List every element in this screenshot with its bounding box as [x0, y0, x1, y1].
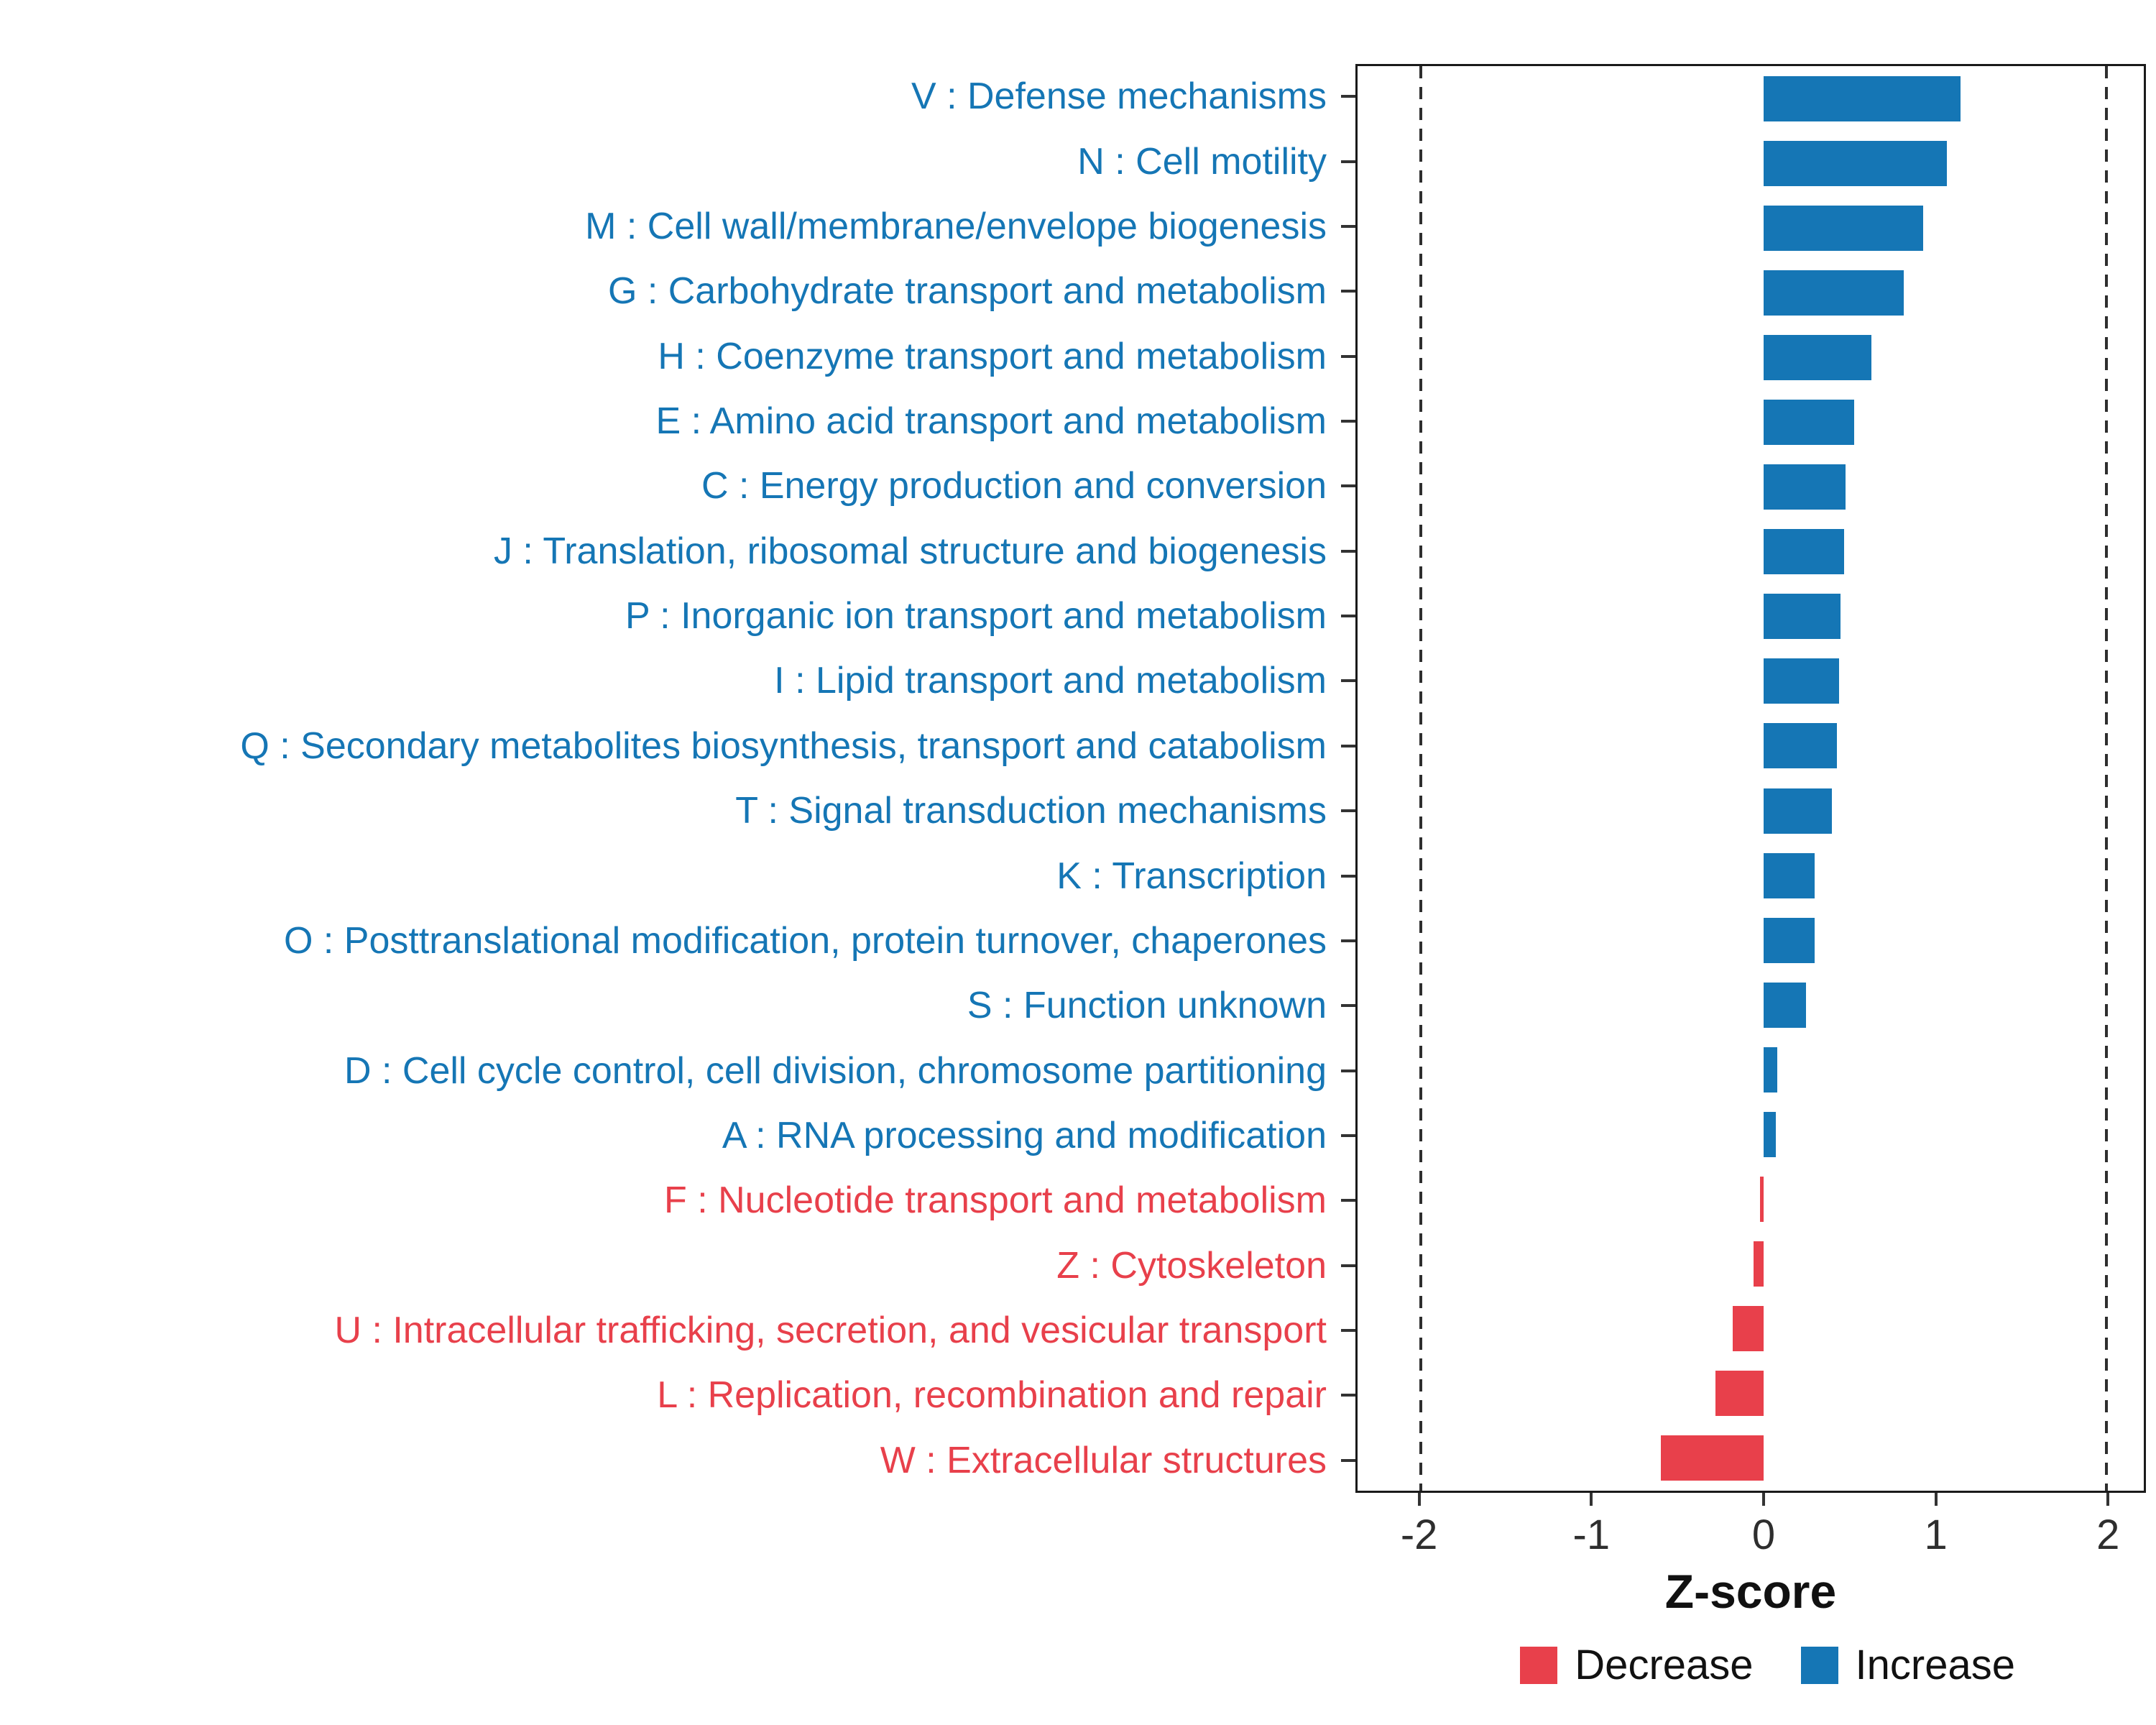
y-tick-mark: [1341, 874, 1355, 878]
category-label: E : Amino acid transport and metabolism: [655, 400, 1327, 442]
y-tick-mark: [1341, 484, 1355, 488]
bar: [1763, 334, 1872, 380]
y-tick-mark: [1341, 809, 1355, 813]
category-label: J : Translation, ribosomal structure and…: [493, 530, 1327, 572]
category-label: P : Inorganic ion transport and metaboli…: [625, 595, 1327, 638]
y-axis-category-labels: V : Defense mechanisms N : Cell motility M…: [0, 64, 1327, 1493]
legend-label-decrease: Decrease: [1575, 1642, 1754, 1688]
bar: [1763, 594, 1841, 640]
y-tick-mark: [1341, 744, 1355, 748]
category-label: W : Extracellular structures: [880, 1439, 1327, 1481]
x-tick-mark: [2106, 1493, 2110, 1506]
bar: [1763, 140, 1947, 186]
bar: [1763, 788, 1833, 834]
category-label: O : Posttranslational modification, prot…: [283, 919, 1327, 962]
y-tick-mark: [1341, 290, 1355, 293]
category-label: A : RNA processing and modification: [722, 1114, 1327, 1156]
legend-item-decrease: Decrease: [1520, 1642, 1754, 1688]
y-tick-mark: [1341, 679, 1355, 683]
category-label: M : Cell wall/membrane/envelope biogenes…: [585, 205, 1327, 247]
x-tick-label: 2: [2096, 1512, 2120, 1558]
y-tick-mark: [1341, 1264, 1355, 1267]
bar: [1763, 658, 1839, 704]
x-tick-mark: [1417, 1493, 1421, 1506]
bar: [1763, 529, 1844, 575]
y-tick-mark: [1341, 160, 1355, 163]
x-tick-mark: [1934, 1493, 1938, 1506]
category-label: C : Energy production and conversion: [701, 465, 1327, 507]
bar: [1760, 1177, 1764, 1223]
bar: [1732, 1306, 1764, 1352]
y-tick-mark: [1341, 354, 1355, 358]
category-label: K : Transcription: [1056, 855, 1327, 897]
y-tick-mark: [1341, 95, 1355, 98]
y-axis-ticks: [1341, 64, 1355, 1493]
y-tick-mark: [1341, 1458, 1355, 1462]
legend-swatch-decrease: [1520, 1647, 1558, 1684]
bar: [1763, 75, 1961, 121]
y-tick-mark: [1341, 939, 1355, 942]
bar: [1763, 399, 1855, 446]
y-tick-mark: [1341, 224, 1355, 228]
y-tick-mark: [1341, 1394, 1355, 1397]
category-label: Z : Cytoskeleton: [1056, 1244, 1327, 1287]
bar: [1763, 852, 1815, 898]
bar: [1763, 982, 1807, 1028]
legend-label-increase: Increase: [1855, 1642, 2015, 1688]
x-tick-mark: [1761, 1493, 1765, 1506]
plot-panel: [1355, 64, 2146, 1493]
y-tick-mark: [1341, 420, 1355, 423]
x-tick-label: -1: [1572, 1512, 1611, 1558]
x-tick-label: 1: [1924, 1512, 1948, 1558]
legend-item-increase: Increase: [1800, 1642, 2015, 1688]
bar: [1763, 464, 1846, 510]
bar: [1763, 1111, 1776, 1158]
bar: [1763, 1046, 1777, 1092]
category-label: L : Replication, recombination and repai…: [657, 1374, 1327, 1417]
reference-line: [1419, 66, 1423, 1491]
bar: [1715, 1371, 1764, 1417]
category-label: S : Function unknown: [967, 985, 1327, 1027]
category-label: V : Defense mechanisms: [911, 75, 1327, 118]
x-tick-mark: [1590, 1493, 1593, 1506]
y-tick-mark: [1341, 1004, 1355, 1008]
legend: Decrease Increase: [1520, 1644, 2015, 1686]
legend-swatch-increase: [1800, 1647, 1838, 1684]
bar: [1660, 1435, 1764, 1481]
category-label: U : Intracellular trafficking, secretion…: [334, 1310, 1327, 1352]
reference-line: [2104, 66, 2108, 1491]
y-tick-mark: [1341, 1134, 1355, 1137]
category-label: G : Carbohydrate transport and metabolis…: [607, 270, 1327, 313]
y-tick-mark: [1341, 1329, 1355, 1333]
bar: [1753, 1241, 1764, 1287]
x-axis: -2 -1 0 1 2: [1355, 1493, 2146, 1579]
y-tick-mark: [1341, 615, 1355, 618]
y-tick-mark: [1341, 549, 1355, 553]
bar: [1763, 723, 1838, 769]
category-label: F : Nucleotide transport and metabolism: [664, 1179, 1327, 1222]
category-label: D : Cell cycle control, cell division, c…: [344, 1049, 1327, 1092]
category-label: Q : Secondary metabolites biosynthesis, …: [240, 724, 1327, 767]
bar: [1763, 270, 1904, 316]
category-label: H : Coenzyme transport and metabolism: [658, 335, 1327, 377]
x-axis-title: Z-score: [1664, 1565, 1837, 1618]
bar: [1763, 205, 1923, 251]
category-label: N : Cell motility: [1077, 140, 1327, 183]
y-tick-mark: [1341, 1069, 1355, 1072]
y-tick-mark: [1341, 1199, 1355, 1202]
x-tick-label: -2: [1400, 1512, 1438, 1558]
x-tick-label: 0: [1751, 1512, 1776, 1558]
category-label: I : Lipid transport and metabolism: [774, 660, 1327, 702]
category-label: T : Signal transduction mechanisms: [735, 790, 1327, 832]
bar: [1763, 917, 1815, 963]
